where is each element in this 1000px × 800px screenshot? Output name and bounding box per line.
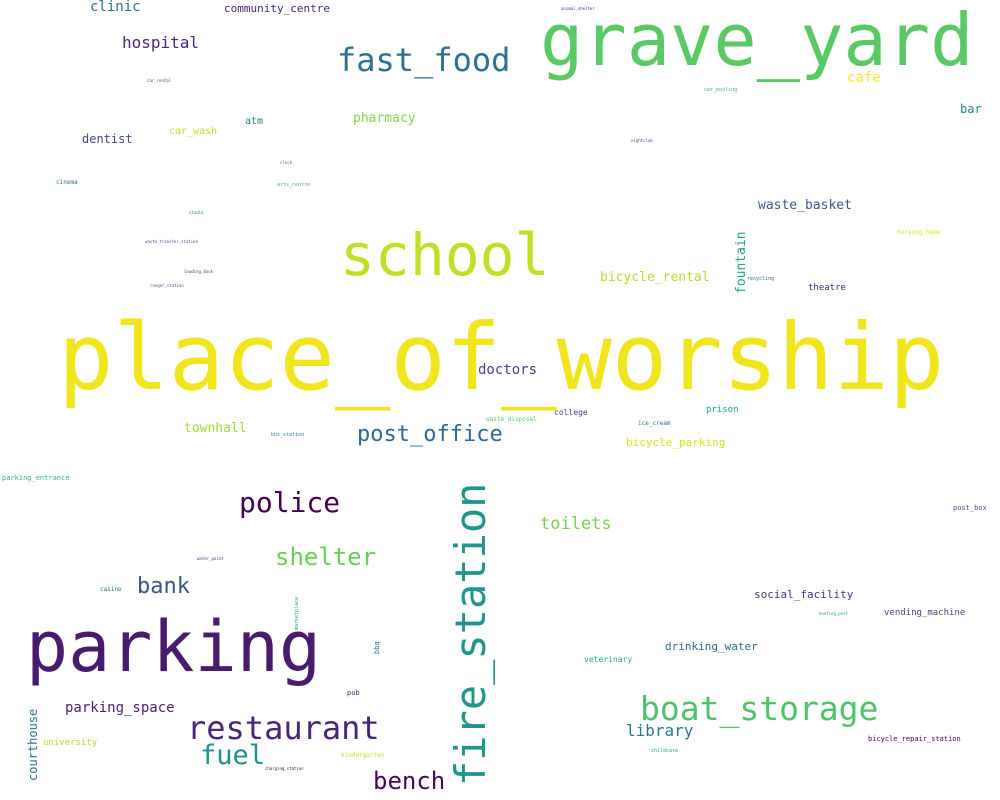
word-bus-station: bus_station xyxy=(271,432,305,438)
word-ranger-station: ranger_station xyxy=(150,283,184,288)
word-pharmacy: pharmacy xyxy=(353,111,416,126)
word-fast-food: fast_food xyxy=(337,41,511,79)
word-bar: bar xyxy=(960,102,982,116)
word-car-rental: car_rental xyxy=(147,78,172,83)
word-bbq: bbq xyxy=(373,641,381,654)
word-clock: clock xyxy=(280,160,293,165)
word-hunting-post: hunting_post xyxy=(819,611,848,616)
word-fountain: fountain xyxy=(734,231,749,294)
word-parking: parking xyxy=(26,606,322,688)
word-university: university xyxy=(43,738,98,748)
word-boat-storage: boat_storage xyxy=(640,689,879,728)
word-nightclub: nightclub xyxy=(631,138,653,143)
word-bench: bench xyxy=(373,767,446,795)
word-car-pooling: car_pooling xyxy=(704,87,738,93)
word-nursing-home: nursing_home xyxy=(897,229,941,236)
word-bicycle-rental: bicycle_rental xyxy=(600,270,710,285)
word-restaurant: restaurant xyxy=(187,709,380,747)
word-arts-centre: arts_centre xyxy=(277,182,311,188)
word-hospital: hospital xyxy=(122,33,200,52)
word-clinic: clinic xyxy=(90,0,141,15)
word-drinking-water: drinking_water xyxy=(665,640,758,653)
word-post-office: post_office xyxy=(357,422,503,447)
word-casino: casino xyxy=(100,586,122,593)
word-animal-shelter: animal_shelter xyxy=(561,6,595,11)
word-cafe: cafe xyxy=(847,70,881,86)
word-car-wash: car_wash xyxy=(169,126,218,137)
word-school: school xyxy=(340,221,550,289)
word-parking-space: parking_space xyxy=(65,700,175,716)
word-bicycle-parking: bicycle_parking xyxy=(626,436,726,449)
word-townhall: townhall xyxy=(184,421,247,436)
word-waste-disposal: waste_disposal xyxy=(486,416,537,423)
word-vending-machine: vending_machine xyxy=(884,608,966,618)
word-waste-basket: waste_basket xyxy=(758,198,852,213)
word-fuel: fuel xyxy=(200,740,266,771)
word-college: college xyxy=(554,408,588,417)
word-doctors: doctors xyxy=(478,362,538,378)
word-place-of-worship: place_of_worship xyxy=(58,304,945,411)
word-post-box: post_box xyxy=(953,504,987,512)
word-toilets: toilets xyxy=(540,514,612,534)
word-cinema: cinema xyxy=(56,179,78,186)
word-ice-cream: ice_cream xyxy=(638,420,671,427)
word-fire-station: fire_station xyxy=(446,482,495,786)
word-courthouse: courthouse xyxy=(26,708,40,781)
word-grave-yard: grave_yard xyxy=(540,0,974,82)
word-shelter: shelter xyxy=(275,543,377,571)
word-social-facility: social_facility xyxy=(754,588,854,601)
word-library: library xyxy=(626,721,694,740)
word-bicycle-repair-station: bicycle_repair_station xyxy=(868,735,961,743)
word-dentist: dentist xyxy=(82,132,133,146)
word-bank: bank xyxy=(137,574,190,599)
word-kindergarten: kindergarten xyxy=(341,752,385,759)
word-parking-entrance: parking_entrance xyxy=(2,474,70,482)
word-theatre: theatre xyxy=(808,283,846,293)
word-atm: atm xyxy=(245,116,264,127)
word-charging-station: charging_station xyxy=(265,766,304,771)
word-childcare: childcare xyxy=(651,748,679,754)
word-water-point: water_point xyxy=(197,556,224,561)
word-loading-dock: loading_dock xyxy=(184,269,213,274)
word-recycling: recycling xyxy=(747,276,775,282)
word-marketplace: marketplace xyxy=(294,596,300,630)
word-community-centre: community_centre xyxy=(224,2,330,15)
word-waste-transfer-station: waste_transfer_station xyxy=(145,239,198,244)
word-prison: prison xyxy=(706,405,739,415)
word-police: police xyxy=(239,486,341,519)
word-studio: studio xyxy=(189,210,204,215)
word-pub: pub xyxy=(347,689,360,697)
word-veterinary: veterinary xyxy=(584,655,633,664)
